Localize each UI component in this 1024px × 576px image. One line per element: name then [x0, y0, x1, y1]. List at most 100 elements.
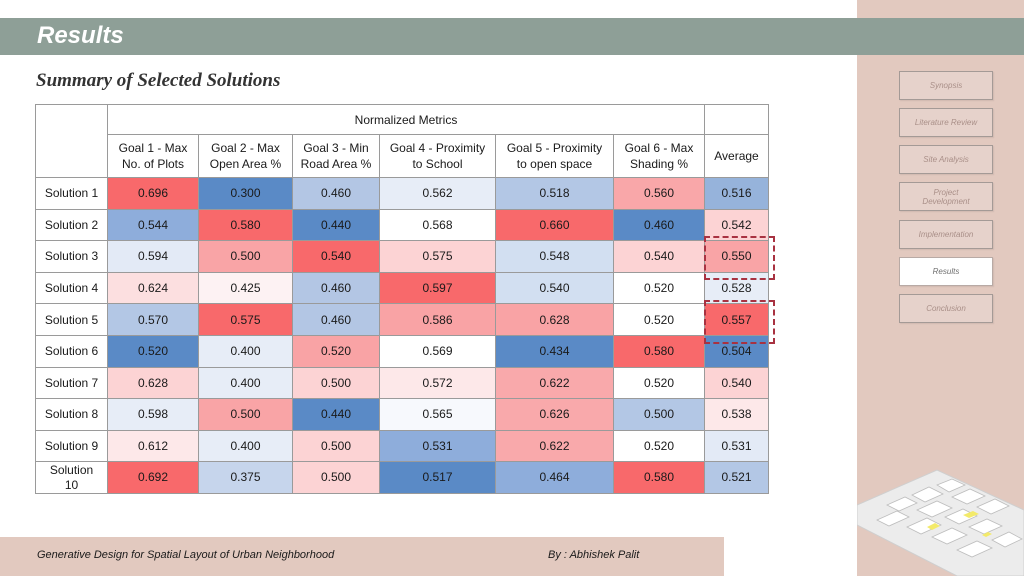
- row-label: Solution 2: [35, 208, 108, 242]
- metric-cell-goal-2: 0.400: [198, 366, 293, 400]
- highlight-box-solution-5: [704, 300, 775, 344]
- row-label: Solution 3: [35, 240, 108, 273]
- row-label: Solution 1: [35, 177, 108, 210]
- footer-project-title: Generative Design for Spatial Layout of …: [37, 549, 335, 561]
- metric-cell-goal-5: 0.540: [495, 271, 614, 305]
- average-cell: 0.540: [704, 366, 769, 400]
- average-cell: 0.516: [704, 177, 769, 210]
- metric-cell-goal-5: 0.626: [495, 398, 614, 431]
- nav-project-development[interactable]: Project Development: [899, 182, 993, 211]
- nav-results[interactable]: Results: [899, 257, 993, 286]
- metric-cell-goal-5: 0.660: [495, 208, 614, 242]
- metric-cell-goal-1: 0.598: [107, 398, 199, 431]
- metric-cell-goal-6: 0.520: [613, 271, 705, 305]
- average-cell: 0.538: [704, 398, 769, 431]
- metric-cell-goal-6: 0.520: [613, 303, 705, 336]
- metric-cell-goal-2: 0.425: [198, 271, 293, 305]
- nav-implementation[interactable]: Implementation: [899, 220, 993, 249]
- page-title: Results: [37, 22, 124, 49]
- row-label: Solution 10: [35, 461, 108, 495]
- table-row: Solution 7 0.628 0.400 0.500 0.572 0.622 0.520…: [35, 366, 769, 400]
- metric-cell-goal-5: 0.518: [495, 177, 614, 210]
- table-row: Solution 8 0.598 0.500 0.440 0.565 0.626 0.500…: [35, 398, 769, 431]
- table-corner-cell: [35, 104, 108, 178]
- goal-4-header: Goal 4 - Proximity to School: [379, 134, 496, 178]
- nav-synopsis[interactable]: Synopsis: [899, 71, 993, 100]
- row-label: Solution 9: [35, 429, 108, 463]
- average-cell: 0.542: [704, 208, 769, 242]
- metric-cell-goal-6: 0.520: [613, 429, 705, 463]
- table-row: Solution 3 0.594 0.500 0.540 0.575 0.548 0.540…: [35, 240, 769, 273]
- metric-cell-goal-4: 0.569: [379, 334, 496, 368]
- metric-cell-goal-4: 0.586: [379, 303, 496, 336]
- metric-cell-goal-2: 0.375: [198, 461, 293, 495]
- urban-model-illustration: [857, 469, 1024, 576]
- average-cell: 0.521: [704, 461, 769, 495]
- metric-cell-goal-4: 0.568: [379, 208, 496, 242]
- nav-literature-review[interactable]: Literature Review: [899, 108, 993, 137]
- table-row: Solution 9 0.612 0.400 0.500 0.531 0.622 0.520…: [35, 429, 769, 463]
- goal-3-header: Goal 3 - Min Road Area %: [292, 134, 380, 178]
- metric-cell-goal-2: 0.300: [198, 177, 293, 210]
- average-cell: 0.504: [704, 334, 769, 368]
- metrics-table: Normalized Metrics Goal 1 - Max No. of P…: [35, 104, 769, 495]
- metric-cell-goal-4: 0.572: [379, 366, 496, 400]
- metric-cell-goal-4: 0.597: [379, 271, 496, 305]
- goal-6-header: Goal 6 - Max Shading %: [613, 134, 705, 178]
- metric-cell-goal-1: 0.696: [107, 177, 199, 210]
- metric-cell-goal-1: 0.612: [107, 429, 199, 463]
- metric-cell-goal-6: 0.580: [613, 334, 705, 368]
- footer-author: By : Abhishek Palit: [548, 549, 640, 561]
- metric-cell-goal-4: 0.565: [379, 398, 496, 431]
- table-row: Solution 4 0.624 0.425 0.460 0.597 0.540 0.520…: [35, 271, 769, 305]
- metric-cell-goal-3: 0.520: [292, 334, 380, 368]
- nav-conclusion[interactable]: Conclusion: [899, 294, 993, 323]
- row-label: Solution 6: [35, 334, 108, 368]
- metric-cell-goal-6: 0.540: [613, 240, 705, 273]
- table-row: Solution 5 0.570 0.575 0.460 0.586 0.628 0.520…: [35, 303, 769, 336]
- table-row: Solution 10 0.692 0.375 0.500 0.517 0.464 0.58…: [35, 461, 769, 495]
- metric-cell-goal-3: 0.500: [292, 461, 380, 495]
- row-label: Solution 7: [35, 366, 108, 400]
- metric-cell-goal-1: 0.628: [107, 366, 199, 400]
- blank-header-cell: [704, 104, 769, 135]
- nav-site-analysis[interactable]: Site Analysis: [899, 145, 993, 174]
- metric-cell-goal-6: 0.560: [613, 177, 705, 210]
- metric-cell-goal-5: 0.622: [495, 366, 614, 400]
- average-cell: 0.531: [704, 429, 769, 463]
- metric-cell-goal-2: 0.575: [198, 303, 293, 336]
- metric-cell-goal-4: 0.562: [379, 177, 496, 210]
- normalized-metrics-header: Normalized Metrics: [107, 104, 705, 135]
- metric-cell-goal-6: 0.500: [613, 398, 705, 431]
- metric-cell-goal-6: 0.520: [613, 366, 705, 400]
- row-label: Solution 8: [35, 398, 108, 431]
- metric-cell-goal-3: 0.440: [292, 208, 380, 242]
- metric-cell-goal-1: 0.594: [107, 240, 199, 273]
- table-row: Solution 6 0.520 0.400 0.520 0.569 0.434 0.580…: [35, 334, 769, 368]
- footer-bar: [0, 537, 724, 576]
- table-row: Solution 1 0.696 0.300 0.460 0.562 0.518 0.560…: [35, 177, 769, 210]
- metric-cell-goal-3: 0.460: [292, 303, 380, 336]
- metric-cell-goal-3: 0.440: [292, 398, 380, 431]
- metric-cell-goal-1: 0.544: [107, 208, 199, 242]
- header-bar: [0, 18, 1024, 55]
- metric-cell-goal-3: 0.500: [292, 429, 380, 463]
- average-cell: 0.528: [704, 271, 769, 305]
- metric-cell-goal-5: 0.548: [495, 240, 614, 273]
- section-subtitle: Summary of Selected Solutions: [36, 70, 281, 91]
- metric-cell-goal-3: 0.500: [292, 366, 380, 400]
- metric-cell-goal-3: 0.460: [292, 271, 380, 305]
- metric-cell-goal-2: 0.580: [198, 208, 293, 242]
- goal-1-header: Goal 1 - Max No. of Plots: [107, 134, 199, 178]
- metric-cell-goal-5: 0.622: [495, 429, 614, 463]
- metric-cell-goal-5: 0.628: [495, 303, 614, 336]
- goal-5-header: Goal 5 - Proximity to open space: [495, 134, 614, 178]
- highlight-box-solution-3: [704, 236, 775, 280]
- metric-cell-goal-1: 0.692: [107, 461, 199, 495]
- metric-cell-goal-2: 0.400: [198, 429, 293, 463]
- metric-cell-goal-4: 0.517: [379, 461, 496, 495]
- metric-cell-goal-4: 0.575: [379, 240, 496, 273]
- metric-cell-goal-2: 0.400: [198, 334, 293, 368]
- metric-cell-goal-3: 0.540: [292, 240, 380, 273]
- metric-cell-goal-1: 0.570: [107, 303, 199, 336]
